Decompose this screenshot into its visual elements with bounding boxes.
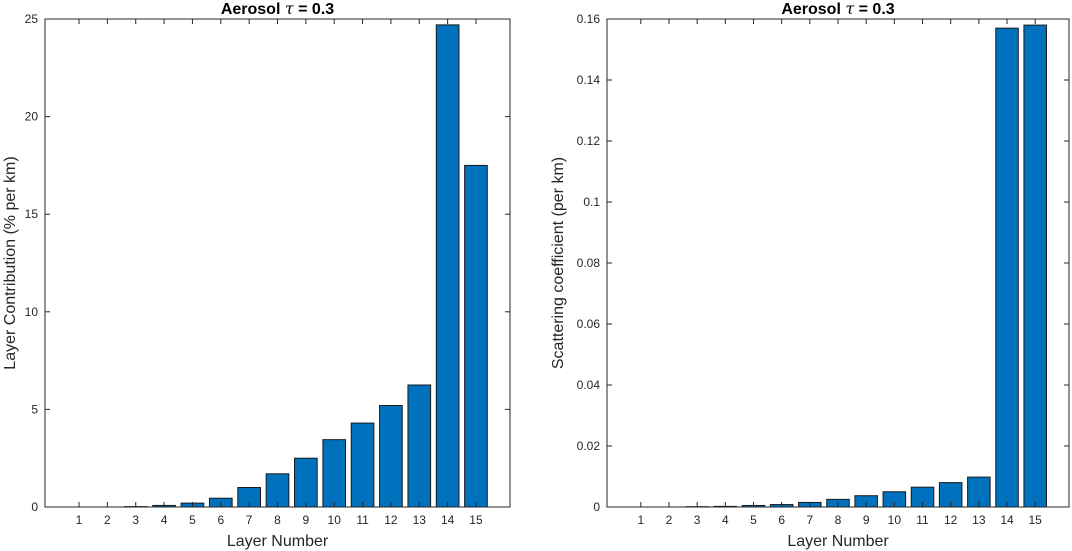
x-tick-label: 11 bbox=[916, 513, 929, 527]
x-tick-label: 15 bbox=[469, 513, 483, 527]
x-tick-label: 3 bbox=[132, 513, 139, 527]
x-tick-label: 12 bbox=[944, 513, 958, 527]
y-tick-label: 0.08 bbox=[577, 256, 601, 270]
x-tick-label: 13 bbox=[972, 513, 986, 527]
x-tick-label: 7 bbox=[246, 513, 253, 527]
y-tick-label: 5 bbox=[31, 402, 38, 416]
x-axis-label: Layer Number bbox=[227, 533, 329, 550]
bar-layer-12 bbox=[379, 405, 403, 508]
x-tick-label: 9 bbox=[863, 513, 870, 527]
x-tick-label: 14 bbox=[441, 513, 455, 527]
x-tick-label: 12 bbox=[384, 513, 398, 527]
y-tick-label: 15 bbox=[25, 207, 39, 221]
bar-layer-11 bbox=[350, 422, 375, 508]
bar-layer-15 bbox=[1023, 24, 1047, 508]
bar-layer-15 bbox=[464, 164, 488, 508]
x-tick-label: 9 bbox=[303, 513, 310, 527]
y-tick-label: 0 bbox=[31, 500, 38, 514]
x-tick-label: 10 bbox=[888, 513, 902, 527]
x-tick-label: 4 bbox=[161, 513, 168, 527]
x-tick-label: 5 bbox=[750, 513, 757, 527]
bar-layer-10 bbox=[322, 439, 347, 508]
x-tick-label: 8 bbox=[835, 513, 842, 527]
x-tick-label: 6 bbox=[217, 513, 224, 527]
x-tick-label: 5 bbox=[189, 513, 196, 527]
y-tick-label: 0.02 bbox=[577, 439, 601, 453]
bar-layer-14 bbox=[995, 27, 1019, 508]
chart-title: Aerosol τ = 0.3 bbox=[781, 0, 894, 18]
x-axis-label: Layer Number bbox=[787, 533, 889, 550]
x-tick-label: 7 bbox=[806, 513, 813, 527]
x-tick-label: 10 bbox=[328, 513, 342, 527]
y-tick-label: 0 bbox=[593, 500, 600, 514]
bar-layer-14 bbox=[435, 24, 460, 508]
x-tick-label: 2 bbox=[104, 513, 111, 527]
x-tick-label: 2 bbox=[666, 513, 673, 527]
y-tick-label: 0.1 bbox=[583, 195, 600, 209]
y-axis-label: Layer Contribution (% per km) bbox=[2, 156, 19, 369]
y-tick-label: 0.12 bbox=[577, 134, 601, 148]
y-tick-label: 0.04 bbox=[577, 378, 601, 392]
chart-scattering-coefficient: 1 2 3 4 5 6 7 8 9 10 11 12 13 14 1500.020.040.060.080.… bbox=[550, 0, 1070, 550]
x-tick-label: 15 bbox=[1029, 513, 1043, 527]
x-tick-label: 1 bbox=[637, 513, 644, 527]
y-axis-label: Scattering coefficient (per km) bbox=[550, 157, 567, 369]
bar-layer-9 bbox=[294, 457, 318, 508]
x-tick-label: 8 bbox=[274, 513, 281, 527]
bar-layer-13 bbox=[407, 384, 432, 508]
x-tick-label: 4 bbox=[722, 513, 729, 527]
chart-title: Aerosol τ = 0.3 bbox=[221, 0, 334, 18]
y-tick-label: 20 bbox=[25, 110, 39, 124]
y-tick-label: 0.06 bbox=[577, 317, 601, 331]
y-tick-label: 25 bbox=[25, 12, 39, 26]
x-tick-label: 14 bbox=[1000, 513, 1014, 527]
y-tick-label: 0.14 bbox=[577, 73, 601, 87]
x-tick-label: 3 bbox=[694, 513, 701, 527]
x-tick-label: 6 bbox=[778, 513, 785, 527]
x-tick-label: 13 bbox=[413, 513, 427, 527]
y-tick-label: 10 bbox=[25, 305, 39, 319]
y-tick-label: 0.16 bbox=[577, 12, 601, 26]
x-tick-label: 1 bbox=[76, 513, 83, 527]
x-tick-label: 11 bbox=[356, 513, 369, 527]
